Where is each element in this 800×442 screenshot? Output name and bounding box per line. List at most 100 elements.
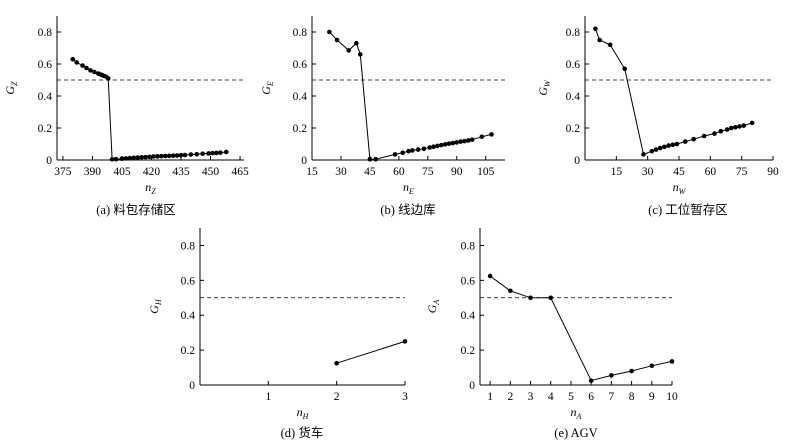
data-point — [741, 123, 747, 128]
data-point — [435, 143, 440, 149]
x-tick-label: 15 — [306, 166, 318, 178]
data-point — [123, 156, 129, 161]
data-point — [105, 76, 111, 81]
data-point — [489, 132, 494, 137]
x-tick-label: 3 — [528, 391, 534, 403]
y-axis-title: GW — [536, 79, 552, 96]
x-tick-label: 8 — [629, 391, 635, 403]
panel-caption: (c) 工位暂存区 — [648, 202, 728, 217]
x-axis-title: nW — [673, 180, 687, 196]
data-point — [170, 153, 176, 158]
data-point — [182, 152, 188, 158]
data-point — [528, 295, 533, 301]
x-tick-label: 15 — [611, 166, 623, 178]
y-tick-label: 0.4 — [38, 91, 53, 103]
data-point — [733, 124, 738, 130]
data-point — [466, 138, 471, 143]
data-point — [458, 139, 463, 144]
data-point — [127, 155, 133, 161]
y-tick-label: 0.6 — [181, 275, 196, 287]
y-tick-label: 0.4 — [293, 91, 308, 103]
y-tick-label: 0 — [574, 155, 580, 167]
y-tick-label: 0.4 — [181, 310, 196, 322]
panel-2: 0 0.2 0.4 0.6 0.8 15 30 45 60 75 90 nW GW (c) 工位暂存区 — [536, 16, 779, 217]
x-tick-label: 2 — [507, 391, 513, 403]
data-point — [609, 373, 614, 378]
data-point — [218, 150, 223, 155]
data-point — [446, 141, 452, 146]
data-point — [166, 153, 172, 159]
data-point — [402, 339, 408, 344]
data-point — [373, 156, 378, 162]
y-tick-label: 0.2 — [38, 123, 53, 135]
data-point — [74, 60, 79, 65]
panel-4: 0 0.2 0.4 0.6 0.8 1 2 3 4 5 6 7 8 9 10 nA GA (e) AGV — [425, 228, 678, 440]
data-point — [162, 153, 168, 159]
y-tick-label: 0 — [469, 380, 475, 392]
panel-caption: (b) 线边库 — [380, 202, 435, 217]
data-point — [649, 363, 655, 369]
series-line — [594, 28, 753, 156]
data-point — [194, 151, 200, 157]
x-tick-label: 435 — [172, 166, 190, 178]
data-point — [588, 378, 594, 383]
data-point — [392, 152, 398, 157]
data-point — [508, 288, 513, 294]
x-tick-label: 405 — [113, 166, 131, 178]
x-tick-label: 60 — [393, 166, 405, 178]
data-point — [749, 120, 755, 126]
x-tick-label: 105 — [477, 166, 495, 178]
y-tick-label: 0 — [189, 380, 195, 392]
data-point — [593, 26, 598, 32]
x-axis-title: nA — [571, 405, 582, 421]
y-tick-label: 0.6 — [461, 275, 476, 287]
data-point — [155, 154, 160, 159]
x-tick-label: 7 — [608, 391, 614, 403]
y-tick-label: 0 — [46, 155, 52, 167]
data-point — [469, 137, 475, 142]
data-point — [649, 148, 655, 154]
x-tick-label: 3 — [402, 391, 408, 403]
data-point — [669, 359, 675, 364]
data-point — [597, 37, 602, 43]
data-point — [662, 144, 667, 150]
x-tick-label: 390 — [84, 166, 102, 178]
data-point — [178, 152, 184, 158]
y-axis-title: GE — [259, 81, 275, 95]
y-tick-label: 0.8 — [181, 240, 196, 252]
data-point — [479, 134, 485, 140]
x-tick-label: 30 — [335, 166, 347, 178]
data-point — [674, 141, 680, 147]
data-point — [454, 140, 460, 145]
data-point — [84, 65, 89, 71]
data-point — [159, 153, 164, 159]
data-point — [691, 136, 696, 142]
data-point — [206, 151, 211, 156]
data-point — [415, 147, 421, 152]
data-point — [346, 48, 351, 53]
data-point — [327, 29, 332, 35]
x-tick-label: 6 — [588, 391, 594, 403]
data-point — [728, 125, 734, 131]
y-tick-label: 0.4 — [566, 91, 581, 103]
y-axis-title: GA — [425, 300, 441, 314]
data-point — [718, 128, 724, 134]
y-tick-label: 0.8 — [293, 27, 308, 39]
panel-3: 0 0.2 0.4 0.6 0.8 1 2 3 nH GH (d) 货车 — [147, 228, 408, 440]
x-tick-label: 4 — [548, 391, 554, 403]
data-point — [135, 155, 141, 160]
y-tick-label: 0.2 — [181, 345, 196, 357]
data-point — [670, 142, 676, 148]
y-tick-label: 0.4 — [461, 310, 476, 322]
x-tick-label: 90 — [767, 166, 779, 178]
data-point — [70, 56, 76, 62]
data-point — [334, 360, 339, 366]
x-axis-title: nE — [403, 180, 414, 196]
y-tick-label: 0.2 — [566, 123, 581, 135]
series-line — [489, 275, 673, 382]
x-tick-label: 1 — [265, 391, 271, 403]
panel-caption: (a) 料包存储区 — [96, 202, 176, 217]
data-point — [131, 155, 137, 161]
y-tick-label: 0.6 — [293, 59, 308, 71]
